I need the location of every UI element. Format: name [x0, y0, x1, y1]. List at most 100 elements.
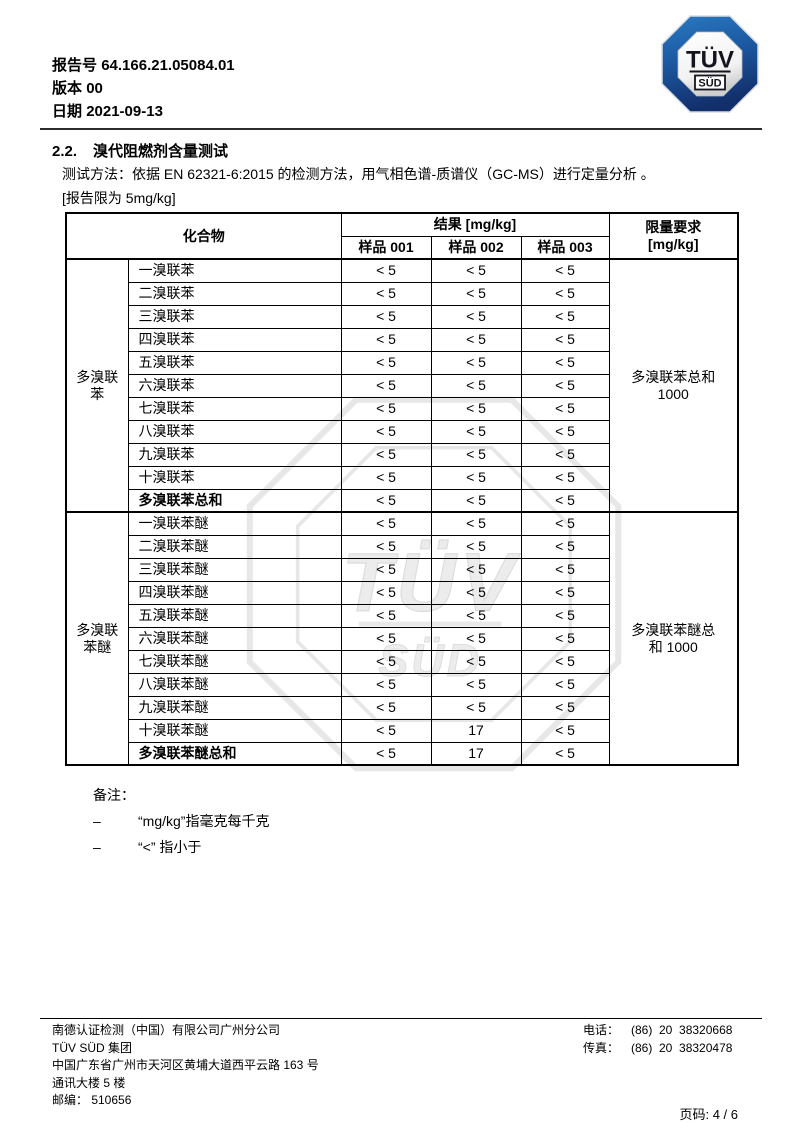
- result-value: < 5: [340, 373, 432, 398]
- compound-name: 八溴联苯醚: [127, 672, 342, 697]
- result-value: < 5: [340, 626, 432, 651]
- result-value: < 5: [430, 626, 522, 651]
- result-value: < 5: [520, 580, 610, 605]
- fax-number: (86) 20 38320478: [631, 1040, 733, 1055]
- compound-name: 六溴联苯醚: [127, 626, 342, 651]
- result-value: < 5: [520, 534, 610, 559]
- result-value: < 5: [520, 603, 610, 628]
- col-header-sample-002: 样品 002: [430, 235, 522, 260]
- version-line: 版本 00: [52, 77, 235, 100]
- result-value: < 5: [340, 396, 432, 421]
- note-item: – “<” 指小于: [93, 838, 269, 857]
- footer-postcode: 邮编： 510656: [52, 1093, 132, 1107]
- result-value: < 5: [340, 695, 432, 720]
- result-value: < 5: [340, 718, 432, 743]
- report-number-line: 报告号 64.166.21.05084.01: [52, 54, 235, 77]
- compound-name: 十溴联苯: [127, 465, 342, 490]
- result-value: < 5: [520, 350, 610, 375]
- col-header-sample-003: 样品 003: [520, 235, 610, 260]
- compound-group-label: 多溴联苯醚: [65, 511, 129, 766]
- compound-name: 二溴联苯醚: [127, 534, 342, 559]
- results-table-body: 多溴联苯 一溴联苯 < 5 < 5 < 5 多溴联苯总和 1000 二溴联苯 < 5 < 5 < 5…: [65, 258, 739, 766]
- result-value: < 5: [520, 258, 610, 283]
- col-header-compound: 化合物: [65, 212, 342, 260]
- result-value: < 5: [520, 672, 610, 697]
- test-method-text: 测试方法：依据 EN 62321-6:2015 的检测方法，用气相色谱-质谱仪（…: [62, 166, 655, 182]
- result-value: < 5: [340, 672, 432, 697]
- limit-requirement: 多溴联苯总和 1000: [608, 258, 739, 513]
- notes-title: 备注：: [93, 787, 135, 803]
- compound-name: 二溴联苯: [127, 281, 342, 306]
- compound-name: 六溴联苯: [127, 373, 342, 398]
- table-row: 多溴联苯醚 一溴联苯醚 < 5 < 5 < 5 多溴联苯醚总和 1000: [65, 511, 739, 766]
- compound-name: 多溴联苯总和: [127, 488, 342, 513]
- result-value: < 5: [430, 465, 522, 490]
- report-number: 64.166.21.05084.01: [101, 57, 235, 74]
- section-number: 2.2.: [52, 143, 78, 160]
- note-text: “<” 指小于: [138, 839, 202, 855]
- report-number-label: 报告号: [52, 57, 98, 74]
- fax-label: 传真：: [583, 1040, 620, 1055]
- note-bullet: –: [93, 839, 101, 855]
- result-value: < 5: [430, 350, 522, 375]
- compound-name: 九溴联苯: [127, 442, 342, 467]
- result-value: < 5: [340, 580, 432, 605]
- result-value: < 5: [340, 649, 432, 674]
- tuv-sud-logo-icon: TÜV SÜD: [658, 14, 762, 116]
- compound-name: 三溴联苯醚: [127, 557, 342, 582]
- footer-fax-line: 传真： (86) 20 38320478: [583, 1040, 732, 1058]
- result-value: < 5: [340, 534, 432, 559]
- result-value: < 5: [430, 258, 522, 283]
- result-value: < 5: [520, 557, 610, 582]
- result-value: < 5: [340, 258, 432, 283]
- result-value: < 5: [520, 373, 610, 398]
- result-value: < 5: [430, 649, 522, 674]
- result-value: < 5: [430, 603, 522, 628]
- result-value: < 5: [340, 304, 432, 329]
- result-value: < 5: [520, 649, 610, 674]
- col-header-result: 结果 [mg/kg]: [340, 212, 610, 237]
- results-table: 化合物 结果 [mg/kg] 限量要求 [mg/kg] 样品 001 样品 002…: [65, 212, 739, 766]
- result-value: < 5: [520, 419, 610, 444]
- compound-name: 十溴联苯醚: [127, 718, 342, 743]
- result-value: < 5: [520, 442, 610, 467]
- table-header-row-2: 样品 001 样品 002 样品 003: [66, 235, 738, 260]
- result-value: < 5: [430, 373, 522, 398]
- result-value: < 5: [340, 511, 432, 536]
- report-limit-text: [报告限为 5mg/kg]: [62, 190, 176, 206]
- note-bullet: –: [93, 813, 101, 829]
- note-item: – “mg/kg”指毫克每千克: [93, 812, 269, 831]
- section-title: 2.2. 溴代阻燃剂含量测试: [52, 140, 228, 161]
- phone-label: 电话：: [583, 1023, 620, 1037]
- compound-group-label: 多溴联苯: [65, 258, 129, 513]
- result-value: 17: [430, 718, 522, 743]
- compound-name: 四溴联苯醚: [127, 580, 342, 605]
- result-value: < 5: [520, 741, 610, 766]
- result-value: < 5: [430, 534, 522, 559]
- result-value: < 5: [430, 557, 522, 582]
- notes: 备注： – “mg/kg”指毫克每千克 – “<” 指小于: [93, 785, 269, 857]
- result-value: < 5: [430, 442, 522, 467]
- footer-divider: [40, 1018, 762, 1019]
- result-value: < 5: [430, 327, 522, 352]
- result-value: < 5: [520, 511, 610, 536]
- compound-name: 八溴联苯: [127, 419, 342, 444]
- compound-name: 三溴联苯: [127, 304, 342, 329]
- result-value: < 5: [520, 718, 610, 743]
- result-value: < 5: [340, 603, 432, 628]
- footer-group-name: TÜV SÜD 集团: [52, 1040, 133, 1055]
- logo-sud-text: SÜD: [698, 77, 721, 90]
- note-text: “mg/kg”指毫克每千克: [138, 813, 270, 829]
- footer-company-name: 南德认证检测（中国）有限公司广州分公司: [52, 1023, 281, 1037]
- report-meta: 报告号 64.166.21.05084.01 版本 00 日期 2021-09-…: [52, 54, 235, 123]
- footer-address-line: 中国广东省广州市天河区黄埔大道西平云路 163 号: [52, 1058, 319, 1072]
- limit-requirement: 多溴联苯醚总和 1000: [608, 511, 739, 766]
- compound-name: 七溴联苯醚: [127, 649, 342, 674]
- footer-company-block: 南德认证检测（中国）有限公司广州分公司 TÜV SÜD 集团 中国广东省广州市天…: [52, 1022, 319, 1110]
- version-value: 00: [86, 80, 103, 97]
- logo-tuv-text: TÜV: [686, 47, 734, 74]
- date-label: 日期: [52, 103, 83, 120]
- footer-phone-line: 电话： (86) 20 38320668: [583, 1022, 732, 1040]
- result-value: < 5: [340, 281, 432, 306]
